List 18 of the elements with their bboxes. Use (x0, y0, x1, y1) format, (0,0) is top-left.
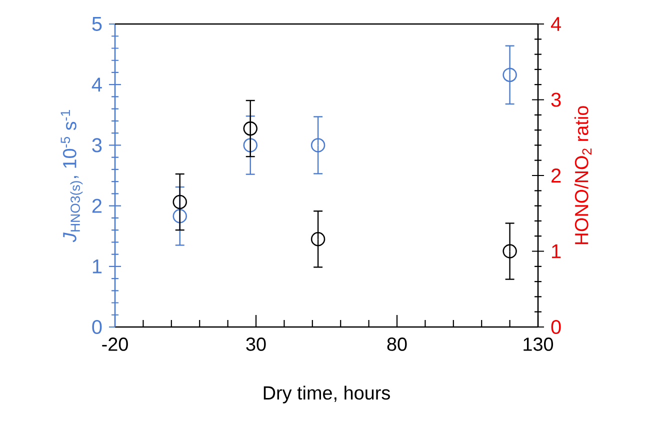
y2-tick-label: 4 (550, 17, 562, 31)
y-tick-label: 0 (92, 320, 102, 334)
y2-tick-label: 3 (551, 92, 561, 107)
y2-tick-label: 1 (552, 244, 561, 258)
x-tick-label: 80 (387, 338, 407, 351)
y-tick-label: 5 (92, 17, 102, 31)
x-tick-label: 130 (524, 338, 554, 351)
y-tick-label: 2 (92, 198, 102, 213)
y-tick-label: 1 (92, 260, 102, 274)
y-tick-label: 4 (92, 78, 102, 92)
y-tick-label: 3 (92, 138, 102, 152)
y2-tick-label: 2 (552, 168, 561, 182)
y2-tick-label: 0 (551, 320, 561, 334)
x-tick-label: -20 (102, 338, 128, 351)
y-axis-title: J$_{HNO3(s)}$, 10$^{-5}$ s$^{-1}$ (60, 110, 83, 242)
y2-axis-title: HONO/NO$_{2}$ ratio (574, 106, 592, 244)
x-axis-title: Dry time, hours (264, 386, 390, 404)
x-tick-label: 30 (246, 338, 266, 351)
